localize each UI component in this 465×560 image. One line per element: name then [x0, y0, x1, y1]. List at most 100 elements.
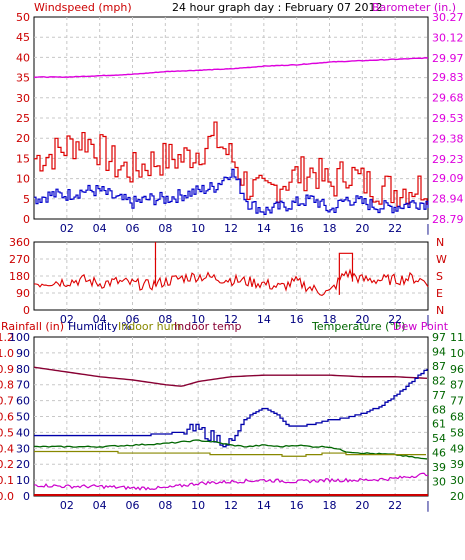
dew-point-tick-label: 96 [450, 363, 464, 376]
compass-tick-label: N [436, 236, 444, 249]
dew-point-line [33, 472, 429, 491]
x-tick-label: 04 [93, 222, 107, 235]
humidity-tick-label: 70 [16, 379, 30, 392]
x-tick-label: 10 [191, 313, 205, 326]
rainfall-tick-label: 0.0 [0, 490, 14, 503]
x-tick-label: 14 [257, 499, 271, 512]
windspeed-tick-label: 45 [16, 31, 30, 44]
dew-point-tick-label: 58 [450, 426, 464, 439]
temperature-axis-title: Temperature (°F) [311, 320, 406, 333]
temperature-tick-label: 30 [432, 476, 446, 489]
barometer-tick-label: 29.09 [432, 172, 464, 185]
direction-plateau [338, 252, 354, 295]
dew-point-tick-label: 77 [450, 395, 464, 408]
x-tick-label: | [426, 222, 430, 235]
wind-direction-line [33, 268, 429, 296]
barometer-tick-label: 29.83 [432, 71, 464, 84]
temperature-tick-label: 94 [432, 345, 446, 358]
graph-title: 24 hour graph day : February 07 2012 [172, 1, 383, 14]
rainfall-tick-label: 0.7 [0, 395, 14, 408]
x-tick-label: 20 [355, 313, 369, 326]
dew-point-tick-label: 106 [450, 347, 465, 360]
direction-tick-label: 270 [9, 253, 30, 266]
x-tick-label: 06 [126, 313, 140, 326]
dew-point-tick-label: 115 [450, 331, 465, 344]
x-tick-label: 06 [126, 499, 140, 512]
dew-point-tick-label: 87 [450, 379, 464, 392]
x-tick-label: 20 [355, 222, 369, 235]
humidity-tick-label: 10 [16, 474, 30, 487]
windspeed-tick-label: 5 [23, 193, 30, 206]
windspeed-tick-label: 25 [16, 112, 30, 125]
temperature-tick-label: 97 [432, 331, 446, 344]
barometer-tick-label: 28.94 [432, 193, 464, 206]
x-tick-label: 20 [355, 499, 369, 512]
windspeed-tick-label: 0 [23, 213, 30, 226]
windspeed-tick-label: 30 [16, 92, 30, 105]
x-tick-label: 12 [224, 499, 238, 512]
barometer-tick-label: 29.68 [432, 92, 464, 105]
barometer-line [33, 57, 429, 79]
humidity-tick-label: 90 [16, 347, 30, 360]
x-tick-label: 10 [191, 499, 205, 512]
compass-tick-label: N [436, 304, 444, 317]
humidity-tick-label: 50 [16, 411, 30, 424]
temperature-line [33, 439, 428, 460]
windspeed-tick-label: 15 [16, 152, 30, 165]
humidity-tick-label: 100 [9, 331, 30, 344]
dew-point-tick-label: 30 [450, 474, 464, 487]
humidity-tick-label: 20 [16, 458, 30, 471]
x-tick-label: 08 [158, 499, 172, 512]
rainfall-tick-label: 0.1 [0, 474, 14, 487]
windspeed-tick-label: 10 [16, 173, 30, 186]
temperature-tick-label: 82 [432, 374, 446, 387]
direction-tick-label: 90 [16, 287, 30, 300]
temperature-tick-label: 87 [432, 360, 446, 373]
compass-tick-label: S [436, 270, 443, 283]
wind-direction-panel [33, 241, 429, 311]
temperature-tick-label: 77 [432, 389, 446, 402]
humidity-tick-label: 0 [23, 490, 30, 503]
x-tick-label: 06 [126, 222, 140, 235]
indoor-hum-line [34, 450, 426, 457]
x-tick-label: 18 [323, 499, 337, 512]
direction-tick-label: 0 [23, 304, 30, 317]
x-tick-label: 16 [290, 313, 304, 326]
barometer-tick-label: 29.97 [432, 52, 464, 65]
rainfall-tick-label: 1.0 [0, 347, 14, 360]
rainfall-tick-label: 0.8 [0, 379, 14, 392]
x-tick-label: | [426, 499, 430, 512]
x-tick-label: 04 [93, 499, 107, 512]
rainfall-tick-label: 0.2 [0, 458, 14, 471]
wind-average-line [34, 168, 429, 215]
x-tick-label: 18 [323, 313, 337, 326]
indoor-temp-title: Indoor temp [174, 320, 241, 333]
compass-tick-label: W [436, 253, 447, 266]
x-tick-label: 14 [257, 222, 271, 235]
barometer-tick-label: 29.23 [432, 153, 464, 166]
dew-point-tick-label: 49 [450, 442, 464, 455]
x-tick-label: 16 [290, 222, 304, 235]
barometer-tick-label: 28.79 [432, 213, 464, 226]
temperature-tick-label: 46 [432, 447, 446, 460]
temperature-tick-label: 68 [432, 403, 446, 416]
dew-point-tick-label: 68 [450, 411, 464, 424]
x-tick-label: 12 [224, 222, 238, 235]
rainfall-axis-title: Rainfall (in) [1, 320, 64, 333]
windspeed-tick-label: 20 [16, 132, 30, 145]
rainfall-tick-label: 0.4 [0, 442, 14, 455]
x-tick-label: 08 [158, 222, 172, 235]
rainfall-tick-label: 0.9 [0, 363, 14, 376]
rainfall-tick-label: 0.5 [0, 426, 14, 439]
windspeed-tick-label: 35 [16, 72, 30, 85]
x-tick-label: 02 [60, 313, 74, 326]
indoor-temp-line [33, 366, 428, 387]
x-tick-label: 10 [191, 222, 205, 235]
x-tick-label: 02 [60, 499, 74, 512]
barometer-tick-label: 29.53 [432, 112, 464, 125]
direction-tick-label: 360 [9, 236, 30, 249]
indoor-hum-title: Indoor hum [118, 320, 181, 333]
humidity-tick-label: 30 [16, 442, 30, 455]
